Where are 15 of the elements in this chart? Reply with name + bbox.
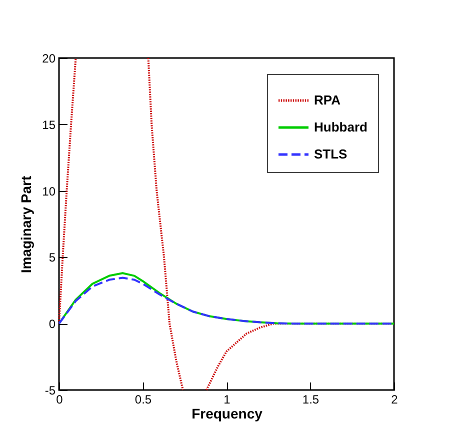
x-axis-title: Frequency [192,406,263,422]
y-tick-label: 5 [48,250,56,265]
legend-label: Hubbard [314,120,368,134]
legend-label: RPA [314,92,342,108]
x-tick-label: 1.5 [302,392,320,406]
y-tick-label: 20 [42,52,56,66]
legend-label: STLS [314,146,348,162]
y-axis-title: Imaginary Part [18,176,34,274]
x-tick-label: 2 [391,392,398,406]
x-tick-label: 0.5 [134,392,152,406]
y-tick-label: 10 [42,184,56,198]
y-tick-label: 0 [48,317,56,332]
x-tick-label: 1 [224,392,231,406]
y-tick-label: 15 [42,118,56,132]
y-tick-label: -5 [44,384,56,398]
